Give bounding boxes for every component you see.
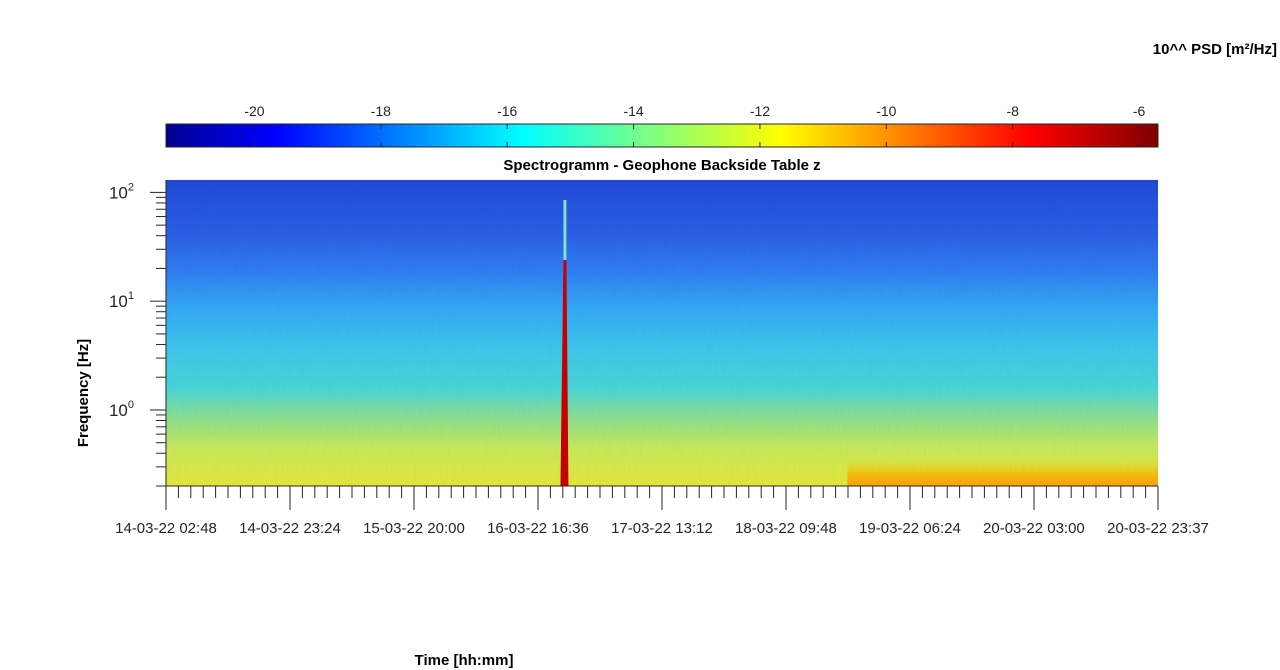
- x-tick-label: 14-03-22 23:24: [239, 520, 341, 537]
- x-tick-label: 14-03-22 02:48: [115, 520, 217, 537]
- x-axis: 14-03-22 02:48 14-03-22 23:24 15-03-22 20:…: [115, 486, 1209, 537]
- x-axis-label: Time [hh:mm]: [415, 652, 514, 669]
- colorbar-ticks: -20 -18 -16 -14 -12 -10 -8 -6: [244, 103, 1145, 147]
- colorbar-unit-label: 10^^ PSD [m²/Hz]: [1153, 41, 1277, 58]
- colorbar-tick-label: -20: [244, 103, 264, 119]
- x-tick-label: 17-03-22 13:12: [611, 520, 713, 537]
- colorbar-tick-label: -12: [750, 103, 770, 119]
- x-tick-label: 16-03-22 16:36: [487, 520, 589, 537]
- colorbar-tick-label: -10: [876, 103, 896, 119]
- x-tick-label: 15-03-22 20:00: [363, 520, 465, 537]
- y-tick-label: 100: [109, 399, 134, 420]
- y-axis-label: Frequency [Hz]: [75, 339, 92, 447]
- x-tick-label: 20-03-22 03:00: [983, 520, 1085, 537]
- colorbar-tick-label: -18: [371, 103, 391, 119]
- spectrogram-texture: [166, 180, 1158, 486]
- x-tick-label: 20-03-22 23:37: [1107, 520, 1209, 537]
- colorbar-gradient: [165, 123, 1159, 148]
- plot-area: 100 101 102 14-03-22 02:48 14-03-22 23:24 15…: [109, 180, 1209, 537]
- y-tick-label: 101: [109, 290, 134, 311]
- colorbar-tick-label: -14: [623, 103, 643, 119]
- x-tick-label: 19-03-22 06:24: [859, 520, 961, 537]
- chart-title: Spectrogramm - Geophone Backside Table z: [503, 157, 820, 174]
- colorbar: -20 -18 -16 -14 -12 -10 -8 -6: [165, 103, 1159, 148]
- colorbar-tick-label: -8: [1006, 103, 1019, 119]
- x-tick-label: 18-03-22 09:48: [735, 520, 837, 537]
- colorbar-tick-label: -16: [497, 103, 517, 119]
- y-axis: 100 101 102: [109, 181, 166, 487]
- y-tick-label: 102: [109, 181, 134, 202]
- colorbar-tick-label: -6: [1133, 103, 1146, 119]
